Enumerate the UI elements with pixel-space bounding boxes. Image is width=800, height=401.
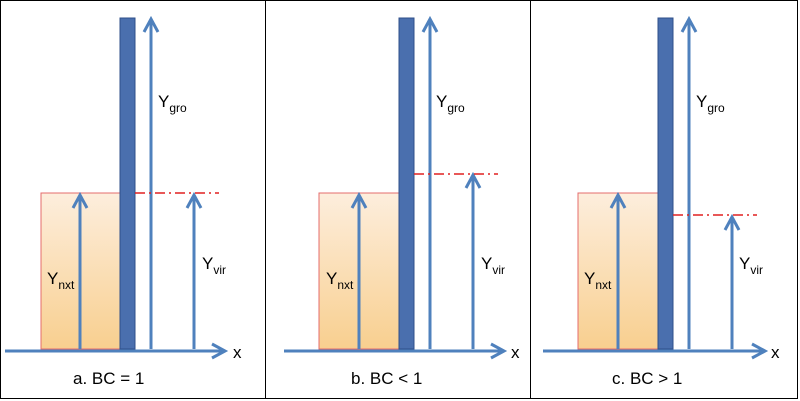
y-nxt-label: Ynxt bbox=[584, 269, 612, 292]
groyne-wall bbox=[398, 17, 415, 350]
x-axis-arrowhead bbox=[211, 342, 229, 360]
y-vir-arrowhead bbox=[464, 171, 482, 189]
panel-caption: c. BC > 1 bbox=[612, 369, 682, 388]
y-vir-arrowhead bbox=[185, 191, 203, 209]
y-vir-label: Yvir bbox=[481, 254, 505, 277]
panel-a-diagram: Ygro Ynxt Yvir x a. BC = 1 bbox=[5, 15, 242, 388]
panel-b: Ygro Ynxt Yvir x b. BC < 1 bbox=[266, 1, 531, 398]
y-gro-label: Ygro bbox=[696, 92, 725, 115]
x-axis-arrowhead bbox=[751, 342, 769, 360]
x-axis-label: x bbox=[771, 343, 780, 362]
y-vir-label: Yvir bbox=[202, 254, 226, 277]
y-nxt-arrowhead bbox=[609, 191, 627, 209]
y-vir-label: Yvir bbox=[739, 254, 763, 277]
y-nxt-label: Ynxt bbox=[47, 269, 75, 292]
y-gro-label: Ygro bbox=[436, 92, 465, 115]
y-nxt-label: Ynxt bbox=[326, 269, 354, 292]
panel-c-diagram: Ygro Ynxt Yvir x c. BC > 1 bbox=[543, 15, 780, 388]
y-gro-arrowhead bbox=[142, 15, 160, 33]
x-axis-arrowhead bbox=[490, 342, 508, 360]
groyne-wall bbox=[657, 17, 674, 350]
groyne-wall bbox=[119, 17, 136, 350]
y-gro-arrowhead bbox=[421, 15, 439, 33]
panel-caption: b. BC < 1 bbox=[351, 369, 422, 388]
y-nxt-arrowhead bbox=[71, 191, 89, 209]
panel-a: Ygro Ynxt Yvir x a. BC = 1 bbox=[1, 1, 266, 398]
x-axis-label: x bbox=[233, 343, 242, 362]
panel-c: Ygro Ynxt Yvir x c. BC > 1 bbox=[531, 1, 796, 398]
x-axis-label: x bbox=[511, 343, 520, 362]
y-vir-arrowhead bbox=[723, 213, 741, 231]
y-nxt-arrowhead bbox=[350, 191, 368, 209]
y-gro-label: Ygro bbox=[158, 92, 187, 115]
panel-b-diagram: Ygro Ynxt Yvir x b. BC < 1 bbox=[284, 15, 520, 388]
panel-caption: a. BC = 1 bbox=[73, 369, 144, 388]
y-gro-arrowhead bbox=[680, 15, 698, 33]
